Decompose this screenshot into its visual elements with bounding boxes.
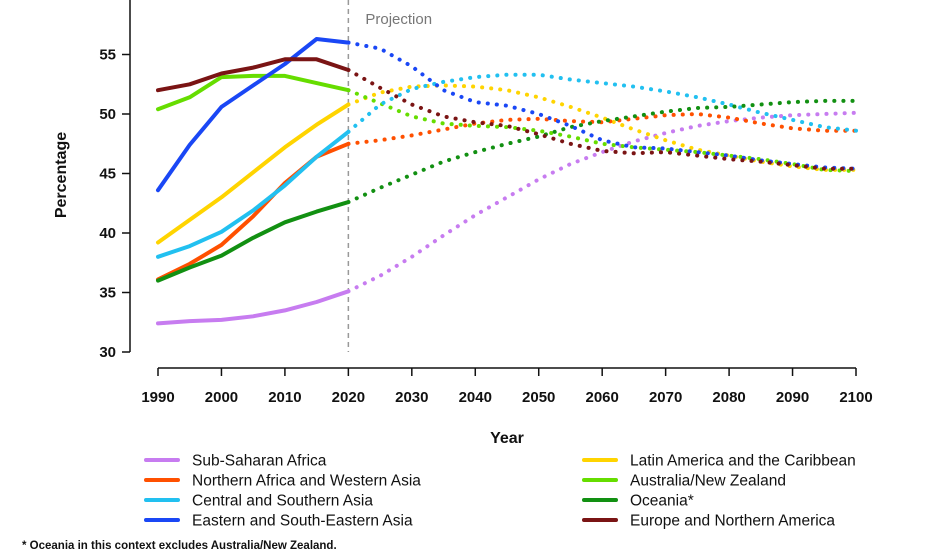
x-axis: 1990 2000 2010 2020 2030 2040 2050 2060 2070 2080… bbox=[141, 367, 873, 406]
legend-label: Latin America and the Caribbean bbox=[630, 453, 856, 470]
y-tick-label: 30 bbox=[99, 344, 116, 361]
legend-label: Europe and Northern America bbox=[630, 513, 835, 530]
series-line-projection bbox=[346, 68, 858, 171]
legend-item-sub-saharan-africa: Sub-Saharan Africa bbox=[144, 453, 327, 470]
series-line-projection bbox=[346, 98, 858, 205]
x-tick-label: 2060 bbox=[585, 389, 618, 406]
legend-label: Eastern and South-Eastern Asia bbox=[192, 513, 413, 530]
legend-label: Central and Southern Asia bbox=[192, 493, 373, 510]
series-oceania bbox=[156, 98, 858, 283]
legend-label: Northern Africa and Western Asia bbox=[192, 473, 421, 490]
series-line-historical bbox=[156, 37, 351, 193]
legend-label: Oceania* bbox=[630, 493, 694, 510]
series-line-projection bbox=[346, 40, 858, 171]
legend-item-central-and-southern-asia: Central and Southern Asia bbox=[144, 493, 373, 510]
series-line-projection bbox=[346, 72, 858, 134]
y-tick-label: 60 bbox=[99, 0, 116, 4]
projection-label: Projection bbox=[365, 11, 432, 28]
y-tick-label: 40 bbox=[99, 225, 116, 242]
series-line-projection bbox=[346, 88, 858, 174]
series-line-historical bbox=[156, 57, 351, 93]
footnote: * Oceania in this context excludes Austr… bbox=[22, 540, 337, 551]
x-tick-label: 2050 bbox=[522, 389, 555, 406]
legend-label: Australia/New Zealand bbox=[630, 473, 786, 490]
series-layer bbox=[156, 37, 858, 326]
legend-item-europe-and-northern-america: Europe and Northern America bbox=[582, 513, 835, 530]
y-tick-label: 45 bbox=[99, 166, 116, 183]
x-tick-label: 2090 bbox=[776, 389, 809, 406]
series-line-projection bbox=[346, 112, 858, 146]
legend-item-eastern-and-south-eastern-asia: Eastern and South-Eastern Asia bbox=[144, 513, 413, 530]
y-tick-label: 50 bbox=[99, 106, 116, 123]
x-tick-label: 2040 bbox=[459, 389, 492, 406]
series-sub-saharan-africa bbox=[156, 110, 858, 326]
series-line-historical bbox=[156, 129, 351, 259]
legend-item-australia-new-zealand: Australia/New Zealand bbox=[582, 473, 786, 490]
series-line-historical bbox=[156, 200, 351, 283]
y-axis-title: Percentage bbox=[53, 132, 70, 218]
legend-item-latin-america-and-the-caribbean: Latin America and the Caribbean bbox=[582, 453, 856, 470]
y-tick-label: 35 bbox=[99, 285, 116, 302]
series-line-projection bbox=[346, 110, 858, 294]
y-axis: 30 35 40 45 50 55 60 bbox=[99, 0, 131, 361]
legend-label: Sub-Saharan Africa bbox=[192, 453, 327, 470]
x-tick-label: 2030 bbox=[395, 389, 428, 406]
x-tick-label: 2010 bbox=[268, 389, 301, 406]
series-line-historical bbox=[156, 289, 351, 326]
x-tick-label: 2080 bbox=[712, 389, 745, 406]
series-northern-africa-and-western-asia bbox=[156, 112, 858, 282]
x-tick-label: 1990 bbox=[141, 389, 174, 406]
series-eastern-and-south-eastern-asia bbox=[156, 37, 858, 193]
x-tick-label: 2000 bbox=[205, 389, 238, 406]
series-line-historical bbox=[156, 73, 351, 112]
y-tick-label: 55 bbox=[99, 47, 116, 64]
series-australia-new-zealand bbox=[156, 73, 858, 174]
legend: Sub-Saharan Africa Northern Africa and We… bbox=[144, 453, 856, 530]
x-tick-label: 2100 bbox=[839, 389, 872, 406]
x-tick-label: 2020 bbox=[332, 389, 365, 406]
series-europe-and-northern-america bbox=[156, 57, 858, 171]
series-latin-america-and-the-caribbean bbox=[156, 83, 858, 245]
x-axis-title: Year bbox=[490, 430, 524, 447]
series-line-projection bbox=[346, 83, 858, 172]
series-central-and-southern-asia bbox=[156, 72, 858, 259]
legend-item-northern-africa-and-western-asia: Northern Africa and Western Asia bbox=[144, 473, 421, 490]
x-tick-label: 2070 bbox=[649, 389, 682, 406]
series-line-historical bbox=[156, 102, 351, 245]
legend-item-oceania: Oceania* bbox=[582, 493, 694, 510]
